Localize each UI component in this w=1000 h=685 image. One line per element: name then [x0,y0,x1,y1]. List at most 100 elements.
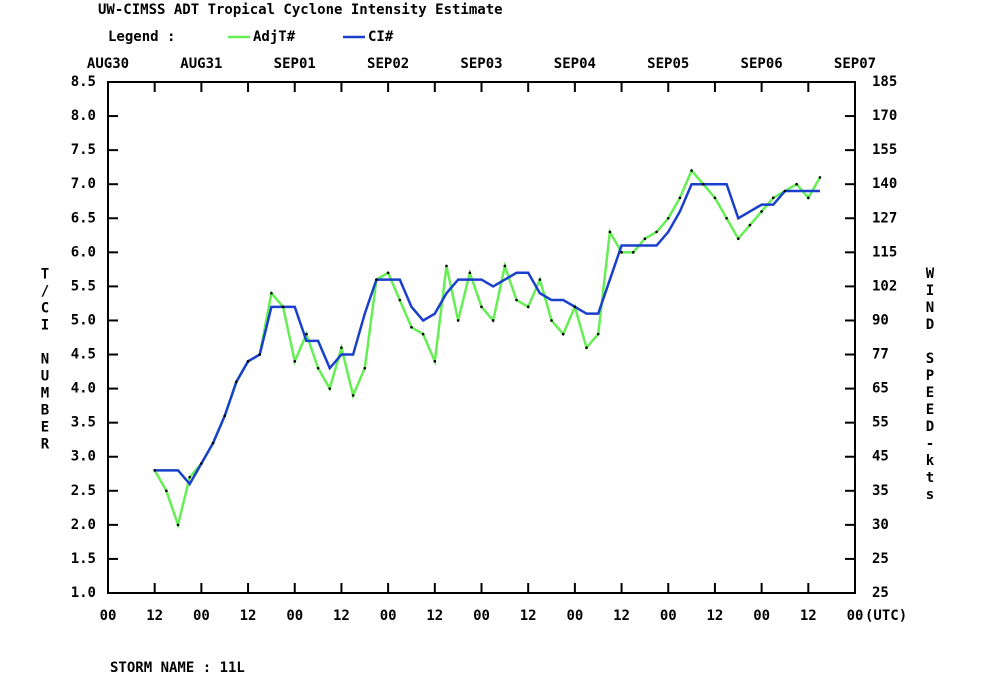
point [293,360,297,363]
point [783,189,787,193]
x-tick-label: 12 [520,608,537,624]
y-tick-label: 1.0 [71,585,96,601]
y-tick-label: 2.0 [71,517,96,533]
date-tick-label: SEP03 [460,56,502,72]
point [585,346,588,350]
y-tick-label: 3.0 [71,449,96,465]
point [795,182,798,186]
x-tick-label: 00 [753,608,770,624]
point [818,176,822,179]
y2-tick-label: 90 [872,312,889,328]
point [515,298,518,302]
point [281,305,285,309]
x-tick-label: 12 [426,608,443,624]
series-line [153,168,822,530]
y2-tick-label: 115 [872,244,897,260]
point [351,394,355,397]
x-tick-label: 00 [193,608,210,624]
point [153,469,156,472]
date-tick-label: SEP07 [834,56,876,72]
date-tick-label: SEP05 [647,56,689,72]
x-tick-label: 12 [333,608,350,624]
point [701,182,705,186]
point [421,332,425,336]
y2-tick-label: 170 [872,108,897,124]
legend-entry: AdjT# [253,29,296,45]
x-tick-label: 00 [660,608,677,624]
y-tick-label: 8.5 [71,74,96,90]
y-tick-label: 7.5 [71,142,96,158]
point [608,230,612,234]
point [386,271,390,275]
y-tick-label: 2.5 [71,483,96,499]
y-tick-label: 5.5 [71,278,96,294]
point [340,346,343,350]
footer: STORM NAME : 11L [110,660,245,676]
date-tick-label: SEP04 [554,56,596,72]
point [211,441,215,445]
point [748,223,752,227]
point [433,360,437,363]
point [725,216,728,220]
point [760,210,763,213]
x-tick-label: 00 [100,608,117,624]
y-tick-label: 3.5 [71,415,96,431]
point [235,380,238,384]
y-tick-label: 4.0 [71,381,96,397]
point [807,196,810,200]
date-tick-label: AUG30 [87,56,129,72]
y-tick-label: 4.5 [71,347,96,363]
x-tick-label: 00 [286,608,303,624]
point [480,305,483,309]
x-tick-label: 00 [566,608,583,624]
point [526,305,530,309]
date-tick-label: SEP06 [741,56,783,72]
point [258,353,262,356]
point [503,264,507,268]
y2-tick-label: 25 [872,551,889,567]
point [550,319,553,322]
y-tick-label: 7.0 [71,176,96,192]
point [375,278,378,281]
point [223,414,227,418]
y2-tick-label: 155 [872,142,897,158]
y-axis-label: T/CI NUMBER [37,267,53,454]
plot-frame [107,81,856,594]
y2-tick-label: 35 [872,483,889,499]
point [655,230,658,234]
point [200,462,203,465]
date-tick-label: SEP01 [274,56,316,72]
point [176,523,180,527]
y2-axis-label: WIND SPEED-kts [922,266,938,504]
point [398,298,402,302]
y2-tick-label: 25 [872,585,889,601]
legend-label: Legend : [108,29,175,45]
date-tick-label: SEP02 [367,56,409,72]
y2-tick-label: 140 [872,176,897,192]
date-tick-label: AUG31 [180,56,222,72]
point [246,360,250,363]
x-tick-label: 00 [847,608,864,624]
y2-tick-label: 127 [872,210,897,226]
y2-tick-label: 30 [872,517,889,533]
y2-tick-label: 55 [872,415,889,431]
y-tick-label: 6.5 [71,210,96,226]
y2-tick-label: 102 [872,278,897,294]
y2-tick-label: 77 [872,347,889,363]
point [188,475,192,479]
point [596,332,600,336]
point [631,251,635,254]
x-tick-label: 12 [146,608,163,624]
point [573,305,577,309]
point [771,196,775,200]
y-tick-label: 1.5 [71,551,96,567]
point [270,291,273,295]
point [468,271,472,275]
x-tick-label: 00 [473,608,490,624]
chart-title: UW-CIMSS ADT Tropical Cyclone Intensity … [98,2,503,18]
x-tick-label: 12 [613,608,630,624]
point [328,387,332,390]
y2-tick-label: 65 [872,381,889,397]
point [666,216,670,220]
y-tick-label: 8.0 [71,108,96,124]
